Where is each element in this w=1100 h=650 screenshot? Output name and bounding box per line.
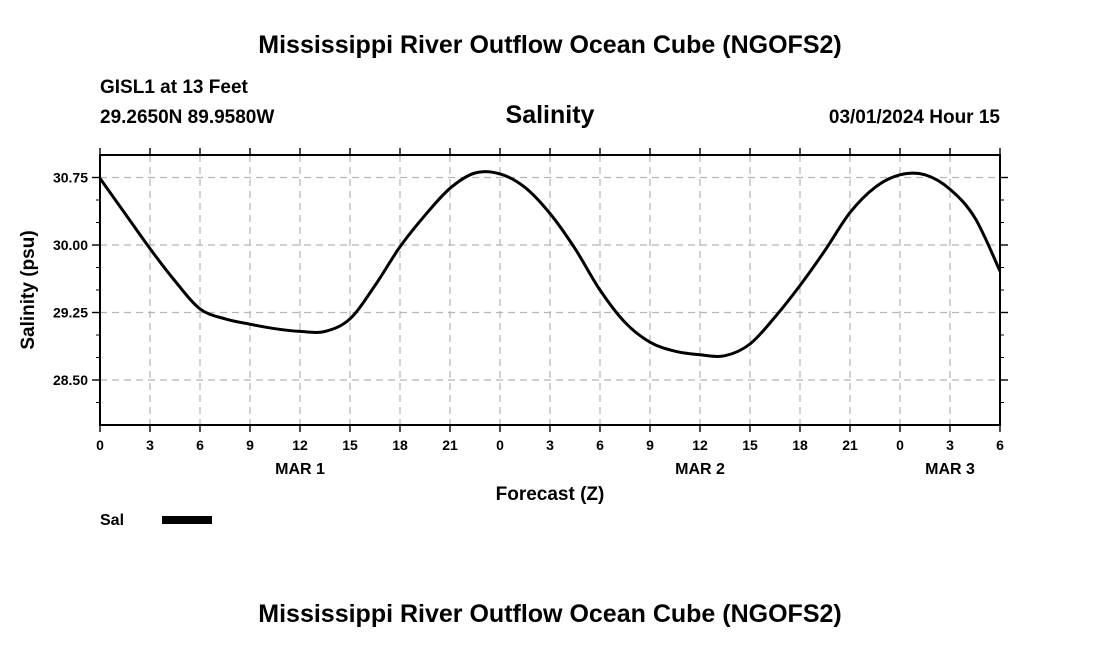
x-tick-label: 15 (342, 437, 358, 453)
y-tick-label: 29.25 (53, 305, 88, 321)
x-tick-label: 12 (292, 437, 308, 453)
forecast-timestamp: 03/01/2024 Hour 15 (828, 107, 1000, 128)
x-tick-label: 0 (896, 437, 904, 453)
x-tick-label: 0 (96, 437, 104, 453)
x-tick-label: 18 (392, 437, 408, 453)
date-label: MAR 1 (275, 461, 325, 478)
x-tick-label: 3 (946, 437, 954, 453)
x-tick-label: 0 (496, 437, 504, 453)
x-tick-label: 12 (692, 437, 708, 453)
date-label: MAR 2 (675, 461, 725, 478)
date-label: MAR 3 (925, 461, 975, 478)
x-tick-label: 18 (792, 437, 808, 453)
x-tick-label: 21 (442, 437, 458, 453)
x-tick-label: 6 (596, 437, 604, 453)
x-tick-label: 9 (246, 437, 254, 453)
x-tick-label: 3 (546, 437, 554, 453)
bottom-title: Mississippi River Outflow Ocean Cube (NG… (258, 600, 842, 628)
x-tick-label: 15 (742, 437, 758, 453)
x-tick-label: 9 (646, 437, 654, 453)
x-tick-label: 6 (196, 437, 204, 453)
series-line-salinity (98, 170, 1002, 358)
x-axis-label: Forecast (Z) (496, 484, 605, 505)
plot-frame (99, 154, 1001, 426)
station-name: GISL1 at 13 Feet (100, 77, 248, 98)
y-tick-label: 28.50 (53, 372, 88, 388)
page-title: Mississippi River Outflow Ocean Cube (NG… (258, 31, 842, 59)
x-tick-label: 21 (842, 437, 858, 453)
x-tick-label: 6 (996, 437, 1004, 453)
legend-label: Sal (100, 512, 124, 529)
station-coordinates: 29.2650N 89.9580W (100, 107, 275, 128)
x-tick-label: 3 (146, 437, 154, 453)
y-tick-label: 30.00 (53, 237, 88, 253)
y-tick-label: 30.75 (53, 170, 88, 186)
y-axis-label: Salinity (psu) (18, 230, 39, 349)
chart-title: Salinity (505, 101, 595, 129)
